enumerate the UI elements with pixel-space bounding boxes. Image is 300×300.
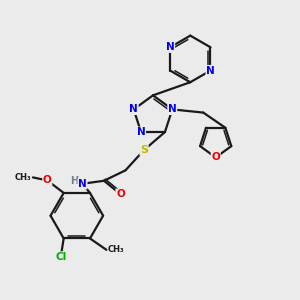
Text: O: O xyxy=(116,189,125,199)
Text: CH₃: CH₃ xyxy=(14,173,31,182)
Text: N: N xyxy=(166,42,175,52)
Text: N: N xyxy=(129,104,138,114)
Text: N: N xyxy=(206,66,215,76)
Text: H: H xyxy=(70,176,78,186)
Text: N: N xyxy=(78,179,87,189)
Text: CH₃: CH₃ xyxy=(108,245,124,254)
Text: N: N xyxy=(137,127,146,137)
Text: O: O xyxy=(211,152,220,163)
Text: N: N xyxy=(168,104,177,114)
Text: O: O xyxy=(43,176,52,185)
Text: Cl: Cl xyxy=(55,252,66,262)
Text: S: S xyxy=(140,145,148,155)
